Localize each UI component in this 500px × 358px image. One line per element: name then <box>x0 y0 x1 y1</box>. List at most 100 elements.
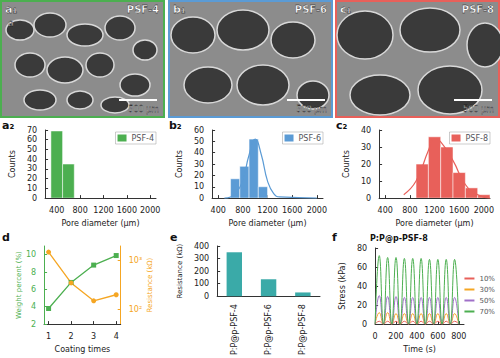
svg-text:PSF-6: PSF-6 <box>299 134 321 143</box>
svg-text:PSF-4: PSF-4 <box>127 4 159 15</box>
svg-text:a₁: a₁ <box>5 3 17 16</box>
svg-text:P:P@p-PSF-6: P:P@p-PSF-6 <box>264 304 273 355</box>
svg-text:300: 300 <box>194 254 209 263</box>
svg-text:40: 40 <box>27 155 37 164</box>
svg-text:PSF-8: PSF-8 <box>466 134 488 143</box>
svg-text:1200: 1200 <box>93 206 113 215</box>
svg-text:500 μm: 500 μm <box>128 105 159 114</box>
svg-text:2000: 2000 <box>140 206 160 215</box>
svg-text:1600: 1600 <box>117 206 137 215</box>
svg-text:40: 40 <box>361 126 371 135</box>
svg-text:a₂: a₂ <box>2 120 14 132</box>
svg-text:f: f <box>332 232 337 244</box>
svg-text:0: 0 <box>204 292 209 301</box>
svg-text:Counts: Counts <box>8 150 17 178</box>
svg-text:Counts: Counts <box>175 150 184 178</box>
svg-text:40: 40 <box>194 148 204 157</box>
svg-text:400: 400 <box>49 206 64 215</box>
svg-text:30: 30 <box>27 164 37 173</box>
svg-text:30: 30 <box>361 143 371 152</box>
svg-text:80: 80 <box>357 244 367 253</box>
svg-text:Resistance (kΩ): Resistance (kΩ) <box>176 243 184 298</box>
svg-text:200: 200 <box>194 267 209 276</box>
svg-text:10%: 10% <box>479 275 495 283</box>
svg-text:2000: 2000 <box>307 206 327 215</box>
svg-text:Time (s): Time (s) <box>402 345 436 354</box>
svg-text:800: 800 <box>235 206 250 215</box>
svg-text:6: 6 <box>31 285 36 294</box>
svg-text:e: e <box>170 232 177 244</box>
svg-text:400: 400 <box>194 242 209 251</box>
svg-text:Resistance (kΩ): Resistance (kΩ) <box>146 257 154 312</box>
svg-text:40: 40 <box>357 282 367 291</box>
svg-text:2: 2 <box>31 320 36 329</box>
svg-text:200: 200 <box>388 332 403 341</box>
svg-text:Pore diameter (μm): Pore diameter (μm) <box>229 219 307 228</box>
svg-text:30: 30 <box>194 160 204 169</box>
svg-text:Pore diameter (μm): Pore diameter (μm) <box>62 219 140 228</box>
svg-text:Pore diameter (μm): Pore diameter (μm) <box>396 219 474 228</box>
svg-text:70%: 70% <box>479 308 495 316</box>
svg-text:50: 50 <box>194 137 204 146</box>
svg-text:1600: 1600 <box>449 206 469 215</box>
svg-text:10: 10 <box>361 177 371 186</box>
svg-text:10: 10 <box>194 182 204 191</box>
svg-text:Counts: Counts <box>342 150 351 178</box>
svg-text:a: a <box>8 18 14 28</box>
svg-text:P:P@p-PSF-8: P:P@p-PSF-8 <box>298 304 307 355</box>
svg-text:10: 10 <box>26 250 36 259</box>
svg-text:0: 0 <box>366 194 371 203</box>
svg-text:50%: 50% <box>479 297 495 305</box>
svg-text:1: 1 <box>46 332 51 341</box>
svg-text:8: 8 <box>31 268 36 277</box>
svg-text:30%: 30% <box>479 286 495 294</box>
svg-text:P:P@p-PSF-4: P:P@p-PSF-4 <box>230 304 239 355</box>
svg-text:10²: 10² <box>129 305 142 314</box>
svg-text:400: 400 <box>211 206 226 215</box>
svg-text:PSF-4: PSF-4 <box>132 134 154 143</box>
svg-text:Weight percent (%): Weight percent (%) <box>15 251 23 319</box>
svg-text:b₁: b₁ <box>173 3 186 16</box>
svg-text:800: 800 <box>451 332 466 341</box>
svg-text:2000: 2000 <box>474 206 494 215</box>
svg-text:1200: 1200 <box>257 206 277 215</box>
svg-text:500 μm: 500 μm <box>296 105 327 114</box>
svg-text:0: 0 <box>373 332 378 341</box>
svg-text:60: 60 <box>27 135 37 144</box>
svg-text:400: 400 <box>378 206 393 215</box>
svg-text:Coating times: Coating times <box>55 345 111 354</box>
svg-text:1600: 1600 <box>282 206 302 215</box>
svg-text:20: 20 <box>27 174 37 183</box>
svg-text:0: 0 <box>362 320 367 329</box>
svg-text:Stress (kPa): Stress (kPa) <box>338 262 347 309</box>
svg-text:c₁: c₁ <box>340 3 352 16</box>
svg-text:800: 800 <box>402 206 417 215</box>
svg-text:10: 10 <box>27 184 37 193</box>
svg-text:20: 20 <box>194 171 204 180</box>
svg-text:2: 2 <box>69 332 74 341</box>
svg-text:60: 60 <box>194 126 204 135</box>
svg-text:b₂: b₂ <box>169 120 182 132</box>
svg-text:60: 60 <box>357 263 367 272</box>
svg-text:20: 20 <box>361 160 371 169</box>
svg-text:500 μm: 500 μm <box>463 105 494 114</box>
svg-text:4: 4 <box>114 332 119 341</box>
svg-text:400: 400 <box>409 332 424 341</box>
svg-text:800: 800 <box>72 206 87 215</box>
svg-text:PSF-8: PSF-8 <box>462 4 494 15</box>
svg-text:100: 100 <box>194 279 209 288</box>
svg-text:0: 0 <box>32 194 37 203</box>
svg-text:3: 3 <box>91 332 96 341</box>
svg-text:10³: 10³ <box>129 256 142 265</box>
svg-text:d: d <box>2 232 10 244</box>
svg-text:600: 600 <box>430 332 445 341</box>
svg-text:20: 20 <box>357 301 367 310</box>
svg-text:1200: 1200 <box>424 206 444 215</box>
svg-text:4: 4 <box>31 302 36 311</box>
svg-text:P:P@p-PSF-8: P:P@p-PSF-8 <box>370 234 428 243</box>
svg-text:c₂: c₂ <box>336 120 348 132</box>
svg-text:PSF-6: PSF-6 <box>295 4 327 15</box>
svg-text:70: 70 <box>27 126 37 135</box>
svg-text:50: 50 <box>27 145 37 154</box>
svg-text:0: 0 <box>199 194 204 203</box>
